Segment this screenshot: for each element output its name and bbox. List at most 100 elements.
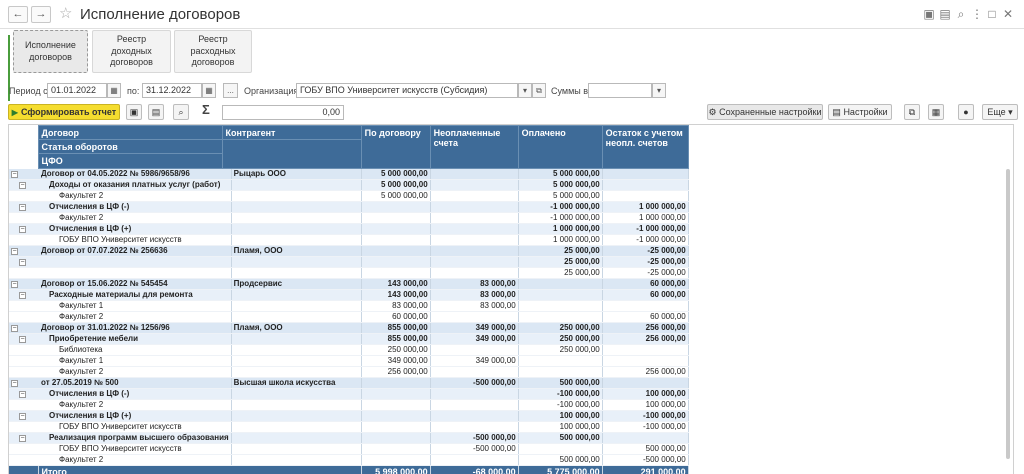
sums-input[interactable] bbox=[588, 83, 652, 98]
table-row[interactable]: Факультет 1 349 000,00 349 000,00 bbox=[9, 355, 689, 367]
tab-expense-contracts[interactable]: Реестр расходных договоров bbox=[174, 30, 252, 73]
print-icon[interactable]: ▤ bbox=[939, 7, 951, 21]
row-unpaid bbox=[430, 212, 519, 224]
total-row: Итого 5 998 000,00 -68 000,00 5 775 000,00 2… bbox=[9, 465, 689, 474]
vertical-scrollbar[interactable] bbox=[1003, 125, 1013, 474]
collapse-icon[interactable]: − bbox=[19, 204, 26, 211]
header-cfo[interactable]: ЦФО bbox=[39, 154, 223, 168]
organization-dropdown-button[interactable]: ▾ bbox=[518, 83, 532, 98]
table-row[interactable]: Факультет 2 5 000 000,00 5 000 000,00 bbox=[9, 190, 689, 202]
sums-dropdown-button[interactable]: ▾ bbox=[652, 83, 666, 98]
settings-button[interactable]: ▤ Настройки bbox=[828, 104, 892, 120]
more-button[interactable]: Еще ▾ bbox=[982, 104, 1018, 120]
collapse-icon[interactable]: − bbox=[11, 281, 18, 288]
back-button[interactable]: ← bbox=[8, 6, 28, 23]
organization-input[interactable]: ГОБУ ВПО Университет искусств (Субсидия) bbox=[296, 83, 518, 98]
table-row[interactable]: Факультет 2 -100 000,00 100 000,00 bbox=[9, 399, 689, 411]
table-row[interactable]: − Отчисления в ЦФ (-) -100 000,00 100 000,0… bbox=[9, 388, 689, 400]
header-paid[interactable]: Оплачено bbox=[517, 125, 603, 169]
table-row[interactable]: − Договор от 31.01.2022 № 1256/96 Пламя, О… bbox=[9, 322, 689, 334]
tab-contract-execution[interactable]: Исполнение договоров bbox=[13, 30, 88, 73]
calendar-from-button[interactable]: ▦ bbox=[107, 83, 121, 98]
table-row[interactable]: − Отчисления в ЦФ (-) -1 000 000,00 1 000 0… bbox=[9, 201, 689, 213]
period-from-input[interactable]: 01.01.2022 bbox=[47, 83, 107, 98]
table-row[interactable]: − Приобретение мебели 855 000,00 349 000,00… bbox=[9, 333, 689, 345]
calendar-to-button[interactable]: ▦ bbox=[202, 83, 216, 98]
collapse-icon[interactable]: − bbox=[11, 170, 18, 178]
header-hierarchy: Договор Контрагент Статья оборотов ЦФО bbox=[37, 125, 362, 169]
table-row[interactable]: ГОБУ ВПО Университет искусств 100 000,00-… bbox=[9, 421, 689, 433]
help-button[interactable]: ● bbox=[958, 104, 974, 120]
header-article[interactable]: Статья оборотов bbox=[38, 140, 223, 154]
header-contract[interactable]: Договор bbox=[39, 126, 223, 139]
tree-header-spacer bbox=[9, 125, 38, 169]
collapse-icon[interactable]: − bbox=[11, 380, 18, 387]
open-icon: ⧉ bbox=[536, 86, 542, 95]
row-counterparty: Продсервис bbox=[231, 278, 362, 290]
table-row[interactable]: Факультет 2 -1 000 000,00 1 000 000,00 bbox=[9, 212, 689, 224]
row-by-contract: 83 000,00 bbox=[361, 300, 431, 312]
table-row[interactable]: Факультет 2 500 000,00 -500 000,00 bbox=[9, 454, 689, 466]
collapse-icon[interactable]: − bbox=[19, 413, 26, 420]
table-row[interactable]: − Договор от 15.06.2022 № 545454 Продсерви… bbox=[9, 278, 689, 290]
save-icon[interactable]: ▣ bbox=[923, 7, 935, 21]
table-row[interactable]: − Договор от 07.07.2022 № 256636 Пламя, ОО… bbox=[9, 245, 689, 257]
collapse-icon[interactable]: − bbox=[19, 435, 26, 442]
star-icon[interactable]: ☆ bbox=[59, 5, 73, 22]
collapse-icon[interactable]: − bbox=[19, 259, 26, 266]
collapse-icon[interactable]: − bbox=[19, 336, 26, 343]
row-paid bbox=[518, 355, 603, 367]
scrollbar-thumb[interactable] bbox=[1006, 169, 1010, 459]
save-report-button[interactable]: ▣ bbox=[126, 104, 142, 120]
table-row[interactable]: ГОБУ ВПО Университет искусств -500 000,00… bbox=[9, 443, 689, 455]
collapse-icon[interactable]: − bbox=[19, 292, 26, 299]
table-row[interactable]: − Отчисления в ЦФ (+) 100 000,00 -100 000,0… bbox=[9, 410, 689, 422]
header-counterparty[interactable]: Контрагент bbox=[225, 128, 276, 138]
tree-cell: − bbox=[9, 388, 38, 400]
organization-open-button[interactable]: ⧉ bbox=[532, 83, 546, 98]
table-row[interactable]: − Расходные материалы для ремонта 143 000,… bbox=[9, 289, 689, 301]
preview-button[interactable]: ⌕ bbox=[173, 104, 189, 120]
table-row[interactable]: Факультет 2 256 000,00 256 000,00 bbox=[9, 366, 689, 378]
variant-button[interactable]: ⧉ bbox=[904, 104, 920, 120]
forward-button[interactable]: → bbox=[31, 6, 51, 23]
table-row[interactable]: Библиотека 250 000,00 250 000,00 bbox=[9, 344, 689, 356]
table-row[interactable]: ГОБУ ВПО Университет искусств 1 000 000,0… bbox=[9, 234, 689, 246]
collapse-icon[interactable]: − bbox=[11, 248, 18, 255]
export-button[interactable]: ▦ bbox=[928, 104, 944, 120]
generate-report-button[interactable]: ▶ Сформировать отчет bbox=[8, 104, 120, 120]
copy-icon: ⧉ bbox=[908, 107, 916, 117]
table-row[interactable]: 25 000,00 -25 000,00 bbox=[9, 267, 689, 279]
row-counterparty: Высшая школа искусства bbox=[231, 377, 362, 389]
header-by-contract[interactable]: По договору bbox=[360, 125, 431, 169]
table-row[interactable]: − Доходы от оказания платных услуг (работ… bbox=[9, 179, 689, 191]
period-select-button[interactable]: ... bbox=[223, 83, 238, 98]
table-row[interactable]: − Отчисления в ЦФ (+) 1 000 000,00 -1 000 0… bbox=[9, 223, 689, 235]
period-to-input[interactable]: 31.12.2022 bbox=[142, 83, 202, 98]
row-unpaid bbox=[430, 245, 519, 257]
table-row[interactable]: Факультет 2 60 000,00 60 000,00 bbox=[9, 311, 689, 323]
link-icon[interactable]: ⌕ bbox=[957, 7, 965, 21]
row-name: Факультет 1 bbox=[38, 300, 232, 312]
table-row[interactable]: − от 27.05.2019 № 500 Высшая школа искусст… bbox=[9, 377, 689, 389]
row-by-contract bbox=[361, 267, 431, 279]
collapse-icon[interactable]: − bbox=[19, 391, 26, 398]
row-by-contract bbox=[361, 223, 431, 235]
table-row[interactable]: − Реализация программ высшего образования… bbox=[9, 432, 689, 444]
maximize-icon[interactable]: □ bbox=[988, 7, 996, 21]
close-icon[interactable]: ✕ bbox=[1002, 7, 1014, 21]
header-unpaid[interactable]: Неоплаченные счета bbox=[429, 125, 519, 169]
saved-settings-button[interactable]: ⚙ Сохраненные настройки bbox=[707, 104, 823, 120]
more-menu-icon[interactable]: ⋮ bbox=[971, 7, 983, 21]
collapse-icon[interactable]: − bbox=[11, 325, 18, 332]
table-row[interactable]: − 25 000,00 -25 000,00 bbox=[9, 256, 689, 268]
header-balance[interactable]: Остаток с учетом неопл. счетов bbox=[601, 125, 689, 169]
collapse-icon[interactable]: − bbox=[19, 182, 26, 189]
tab-income-contracts[interactable]: Реестр доходных договоров bbox=[92, 30, 171, 73]
table-row[interactable]: − Договор от 04.05.2022 № 5986/9658/96 Рыц… bbox=[9, 168, 689, 180]
print-button[interactable]: ▤ bbox=[148, 104, 164, 120]
row-counterparty bbox=[231, 333, 362, 345]
collapse-icon[interactable]: − bbox=[19, 226, 26, 233]
row-by-contract: 256 000,00 bbox=[361, 366, 431, 378]
table-row[interactable]: Факультет 1 83 000,00 83 000,00 bbox=[9, 300, 689, 312]
